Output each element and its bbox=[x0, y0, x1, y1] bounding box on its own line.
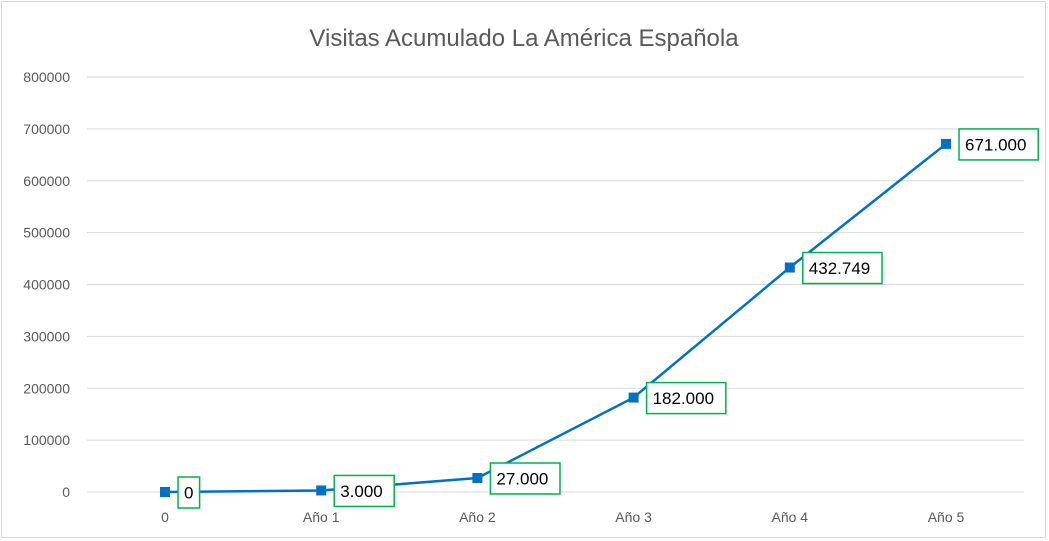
data-label-box bbox=[645, 381, 727, 415]
y-tick-label: 300000 bbox=[23, 328, 70, 344]
data-label-box bbox=[333, 474, 395, 508]
data-label: 0 bbox=[184, 484, 193, 503]
data-label-box bbox=[802, 251, 883, 285]
chart-title: Visitas Acumulado La América Española bbox=[309, 25, 739, 52]
data-label: 182.000 bbox=[653, 389, 714, 408]
x-axis-ticks: 0 Año 1 Año 2 Año 3 Año 4 Año 5 bbox=[161, 509, 964, 525]
y-axis-ticks: 0 100000 200000 300000 400000 500000 600000 700… bbox=[23, 69, 70, 500]
data-label-box bbox=[489, 462, 561, 495]
data-point-marker bbox=[784, 262, 795, 273]
data-label: 432.749 bbox=[809, 259, 870, 278]
y-tick-label: 500000 bbox=[23, 225, 70, 241]
x-tick-label: Año 3 bbox=[615, 509, 652, 525]
series-layer bbox=[160, 138, 951, 497]
data-label: 27.000 bbox=[496, 469, 548, 488]
data-point-marker bbox=[316, 485, 327, 496]
data-label: 671.000 bbox=[965, 135, 1026, 154]
x-tick-label: Año 2 bbox=[459, 509, 496, 525]
gridlines bbox=[87, 76, 1024, 493]
y-tick-label: 100000 bbox=[23, 432, 70, 448]
data-label-box bbox=[177, 476, 201, 509]
x-tick-label: Año 1 bbox=[303, 509, 340, 525]
x-tick-label: Año 4 bbox=[772, 509, 809, 525]
y-tick-label: 0 bbox=[62, 484, 70, 500]
y-tick-label: 200000 bbox=[23, 380, 70, 396]
data-point-marker bbox=[160, 487, 170, 497]
data-point-marker bbox=[941, 138, 951, 149]
data-point-marker bbox=[628, 392, 639, 403]
y-tick-label: 600000 bbox=[23, 173, 70, 189]
x-tick-label: 0 bbox=[161, 509, 169, 525]
y-tick-label: 400000 bbox=[23, 277, 70, 293]
series-line bbox=[164, 142, 947, 494]
data-label: 3.000 bbox=[340, 482, 383, 501]
data-point-marker bbox=[472, 472, 483, 483]
y-tick-label: 700000 bbox=[23, 121, 70, 137]
y-tick-label: 800000 bbox=[23, 69, 70, 85]
x-tick-label: Año 5 bbox=[928, 509, 965, 525]
data-labels: 0 3.000 27.000 182.000 432.749 671.000 bbox=[177, 128, 1039, 509]
data-label-box bbox=[958, 128, 1039, 161]
